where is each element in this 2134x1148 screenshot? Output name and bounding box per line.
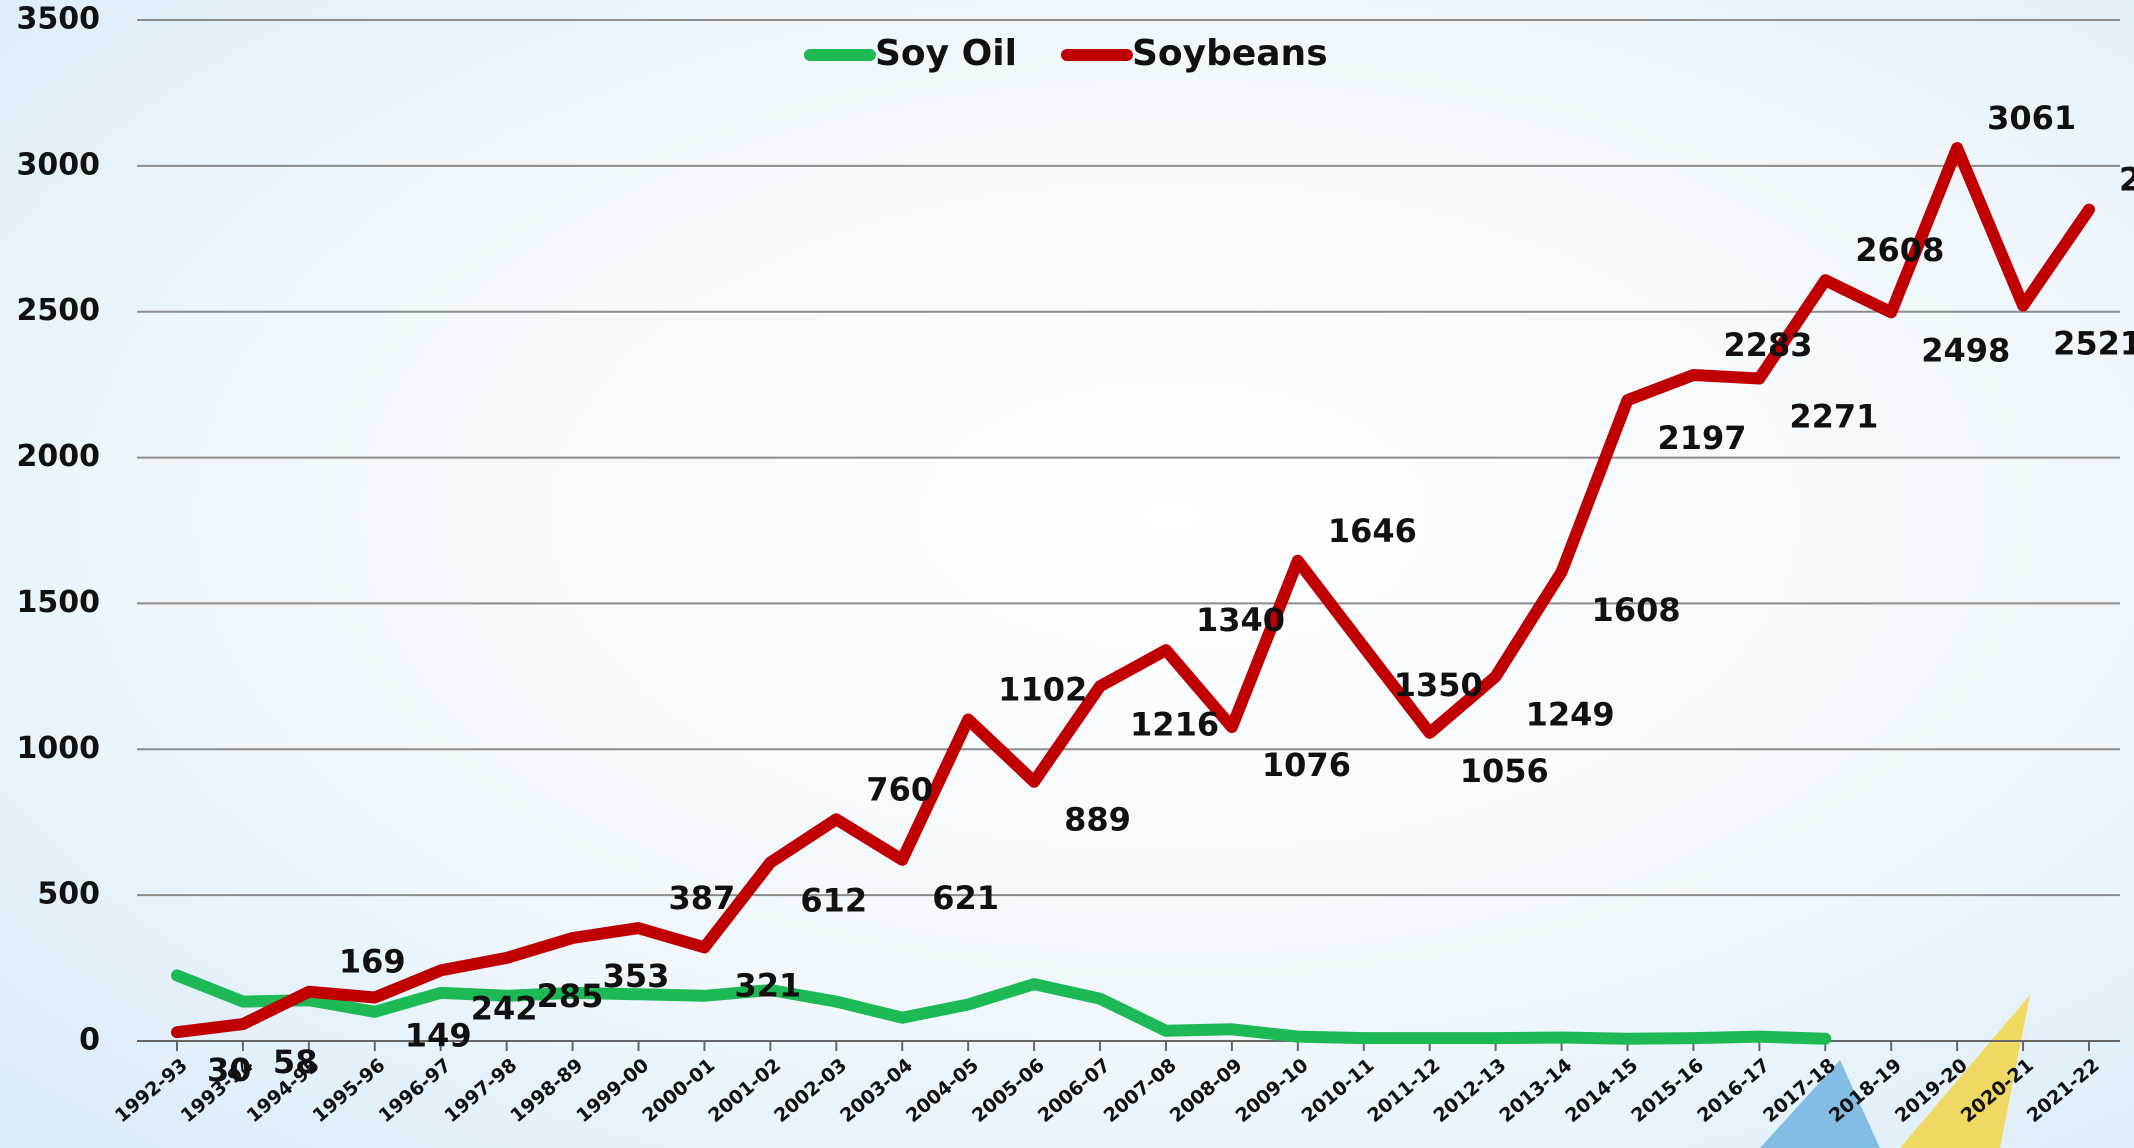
data-label: 2498	[1921, 331, 2010, 369]
data-label: 1102	[998, 671, 1087, 709]
data-label: 889	[1064, 801, 1131, 839]
y-tick-label: 3000	[17, 147, 101, 182]
data-label: 1646	[1328, 512, 1417, 550]
y-tick-label: 1000	[17, 731, 101, 766]
y-tick-label: 2000	[17, 439, 101, 474]
data-label: 2608	[1855, 231, 1944, 269]
data-label: 149	[405, 1017, 472, 1055]
data-label: 1340	[1196, 601, 1285, 639]
data-label: 242	[471, 989, 538, 1027]
decoration	[1900, 995, 2030, 1148]
data-label: 285	[537, 977, 604, 1015]
data-label: 353	[603, 957, 670, 995]
y-tick-label: 500	[37, 877, 100, 912]
data-label: 2521	[2053, 325, 2134, 363]
data-label: 58	[273, 1043, 318, 1081]
data-label: 2850	[2119, 161, 2134, 199]
data-label: 30	[207, 1051, 252, 1089]
data-label: 1249	[1526, 696, 1615, 734]
decoration	[1760, 1060, 1880, 1148]
data-label: 2271	[1789, 398, 1878, 436]
data-label: 2197	[1657, 419, 1746, 457]
data-label: 169	[339, 943, 406, 981]
y-tick-label: 1500	[17, 585, 101, 620]
data-label: 321	[734, 966, 801, 1004]
data-label: 387	[669, 879, 736, 917]
data-label: 3061	[1987, 99, 2076, 137]
data-label: 760	[866, 770, 933, 808]
data-label: 1056	[1460, 752, 1549, 790]
data-label: 2283	[1723, 326, 1812, 364]
y-tick-label: 0	[79, 1023, 100, 1058]
y-tick-label: 2500	[17, 293, 101, 328]
y-tick-label: 3500	[17, 2, 101, 37]
legend-label: Soybeans	[1132, 33, 1328, 74]
data-label: 1350	[1394, 666, 1483, 704]
series-line	[171, 969, 1832, 1045]
series-line	[171, 142, 2095, 1039]
data-label: 1076	[1262, 746, 1351, 784]
data-label: 1608	[1592, 591, 1681, 629]
data-label: 621	[932, 879, 999, 917]
data-label: 1216	[1130, 705, 1219, 743]
legend-label: Soy Oil	[875, 33, 1017, 74]
data-label: 612	[800, 881, 867, 919]
